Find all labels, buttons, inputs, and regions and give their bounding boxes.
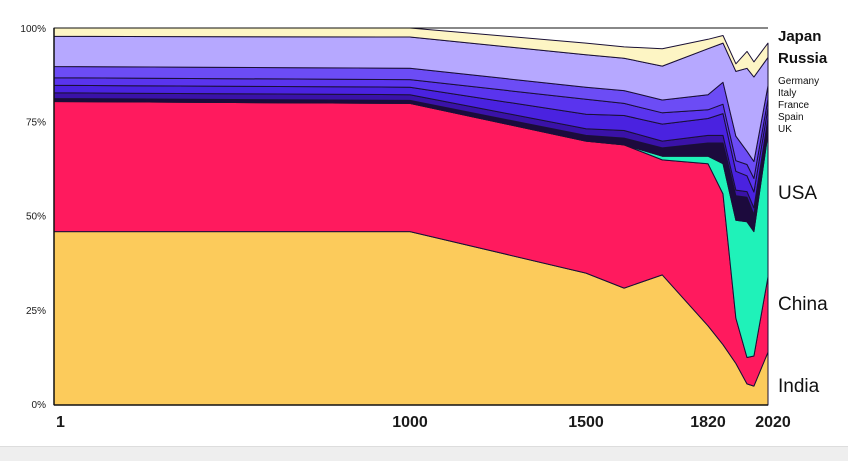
series-label-spain: Spain [778, 112, 804, 123]
bottom-scroll-strip [0, 446, 848, 461]
series-label-china: China [778, 294, 828, 315]
series-label-italy: Italy [778, 88, 796, 99]
x-tick-label: 1000 [392, 414, 428, 431]
y-tick-label: 0% [32, 400, 47, 411]
x-tick-label: 1500 [568, 414, 604, 431]
x-tick-label: 1 [56, 414, 65, 431]
axes-layer: 0% 25% 50% 75% 100% 1 1000 1500 1820 2020 [20, 24, 790, 431]
series-label-russia: Russia [778, 50, 828, 67]
y-tick-label: 50% [26, 212, 46, 223]
series-label-germany: Germany [778, 76, 819, 87]
stacked-area-chart: 0% 25% 50% 75% 100% 1 1000 1500 1820 2020 India Ch… [20, 24, 828, 431]
y-tick-label: 25% [26, 306, 46, 317]
x-tick-label: 2020 [755, 414, 791, 431]
series-label-uk: UK [778, 124, 792, 135]
x-tick-label: 1820 [690, 414, 726, 431]
series-label-usa: USA [778, 183, 817, 204]
series-label-japan: Japan [778, 28, 821, 45]
series-label-france: France [778, 100, 810, 111]
area-layer [53, 27, 769, 406]
y-tick-label: 100% [20, 24, 46, 35]
series-label-india: India [778, 376, 820, 397]
area-japan [53, 27, 769, 78]
y-tick-label: 75% [26, 117, 46, 128]
